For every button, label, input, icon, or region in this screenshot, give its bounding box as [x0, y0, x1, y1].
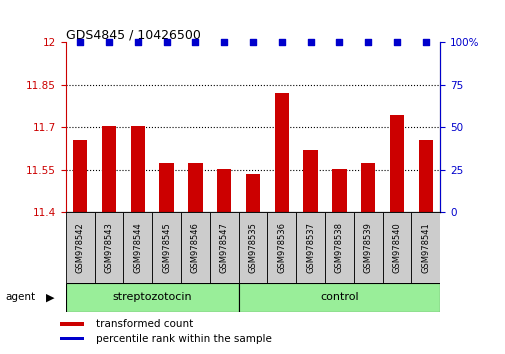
Bar: [123, 212, 152, 283]
Bar: [181, 212, 210, 283]
Point: [421, 40, 429, 45]
Text: GSM978545: GSM978545: [162, 222, 171, 273]
Text: GDS4845 / 10426500: GDS4845 / 10426500: [66, 28, 200, 41]
Point: [105, 40, 113, 45]
Bar: [238, 283, 439, 312]
Bar: [66, 283, 238, 312]
Text: GSM978541: GSM978541: [421, 222, 429, 273]
Text: GSM978537: GSM978537: [306, 222, 315, 273]
Bar: [360, 163, 375, 212]
Text: agent: agent: [5, 292, 35, 302]
Point: [392, 40, 400, 45]
Text: ▶: ▶: [45, 292, 54, 302]
Bar: [295, 212, 324, 283]
Point: [133, 40, 141, 45]
Point: [306, 40, 314, 45]
Point: [162, 40, 170, 45]
Text: GSM978540: GSM978540: [392, 222, 401, 273]
Point: [248, 40, 257, 45]
Bar: [274, 93, 288, 212]
Bar: [217, 169, 231, 212]
Point: [277, 40, 285, 45]
Point: [191, 40, 199, 45]
Point: [364, 40, 372, 45]
Bar: [130, 126, 145, 212]
Text: percentile rank within the sample: percentile rank within the sample: [96, 333, 272, 344]
Text: GSM978544: GSM978544: [133, 222, 142, 273]
Bar: [102, 126, 116, 212]
Bar: [61, 322, 84, 326]
Bar: [303, 150, 317, 212]
Text: GSM978546: GSM978546: [190, 222, 199, 273]
Text: GSM978547: GSM978547: [219, 222, 228, 273]
Text: control: control: [320, 292, 358, 302]
Bar: [382, 212, 411, 283]
Bar: [353, 212, 382, 283]
Bar: [210, 212, 238, 283]
Text: GSM978543: GSM978543: [104, 222, 113, 273]
Bar: [66, 212, 94, 283]
Bar: [267, 212, 295, 283]
Text: GSM978542: GSM978542: [76, 222, 84, 273]
Text: GSM978535: GSM978535: [248, 222, 257, 273]
Text: GSM978536: GSM978536: [277, 222, 286, 273]
Bar: [418, 140, 432, 212]
Bar: [94, 212, 123, 283]
Point: [76, 40, 84, 45]
Bar: [73, 140, 87, 212]
Bar: [238, 212, 267, 283]
Bar: [411, 212, 439, 283]
Bar: [61, 337, 84, 341]
Bar: [389, 115, 403, 212]
Text: transformed count: transformed count: [96, 319, 193, 329]
Text: GSM978538: GSM978538: [334, 222, 343, 273]
Text: GSM978539: GSM978539: [363, 222, 372, 273]
Bar: [245, 174, 260, 212]
Bar: [159, 163, 173, 212]
Bar: [332, 169, 346, 212]
Bar: [152, 212, 181, 283]
Bar: [324, 212, 353, 283]
Point: [220, 40, 228, 45]
Text: streptozotocin: streptozotocin: [112, 292, 191, 302]
Bar: [188, 163, 202, 212]
Point: [335, 40, 343, 45]
